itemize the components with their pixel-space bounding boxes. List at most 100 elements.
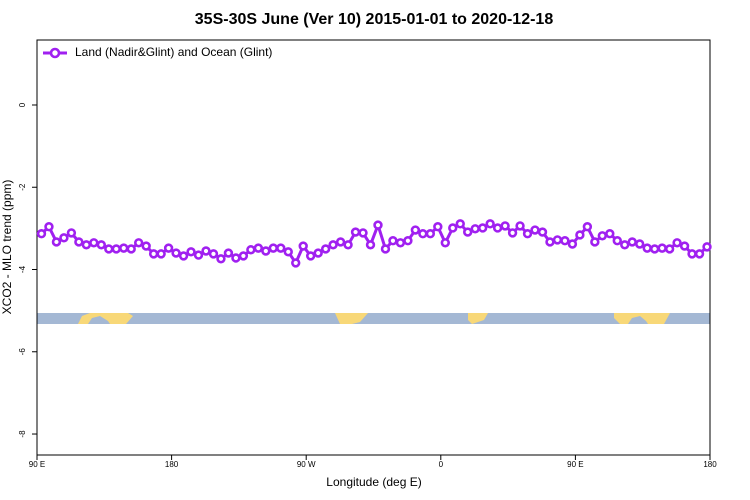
data-point: [425, 229, 436, 239]
data-point: [448, 223, 458, 233]
data-point: [620, 240, 630, 250]
data-point: [418, 229, 428, 239]
data-point: [216, 254, 226, 264]
data-point: [649, 244, 660, 254]
data-point: [635, 239, 645, 249]
data-point: [133, 238, 144, 248]
data-point: [276, 243, 286, 253]
data-point: [313, 248, 323, 258]
data-point: [500, 221, 510, 231]
y-tick-label: -2: [18, 183, 27, 191]
data-point: [485, 219, 495, 229]
data-point: [395, 238, 406, 248]
x-axis-label: Longitude (deg E): [326, 475, 421, 489]
data-point: [201, 246, 211, 256]
data-point: [605, 229, 615, 239]
chart-title: 35S-30S June (Ver 10) 2015-01-01 to 2020…: [195, 11, 554, 28]
data-point: [350, 227, 361, 237]
data-point: [545, 237, 555, 247]
data-point: [253, 243, 264, 253]
data-point: [89, 238, 99, 248]
data-point: [515, 221, 525, 231]
data-point: [492, 223, 503, 233]
data-point: [186, 247, 196, 257]
data-point: [171, 248, 181, 258]
data-point: [298, 241, 308, 251]
lake-shape: [88, 316, 110, 324]
data-point: [96, 240, 107, 250]
data-point: [455, 219, 465, 229]
x-tick-label: 90 E: [29, 460, 45, 469]
x-tick-label: 0: [439, 460, 444, 469]
data-point: [403, 236, 413, 246]
data-point: [627, 237, 637, 247]
data-point: [246, 245, 256, 255]
data-point: [657, 243, 667, 253]
data-point: [373, 220, 383, 230]
data-point: [59, 233, 69, 243]
data-point: [537, 227, 548, 237]
data-point: [81, 240, 92, 250]
map-strip: [37, 313, 710, 324]
data-point: [104, 244, 114, 254]
data-point: [343, 240, 353, 250]
data-point: [231, 253, 241, 263]
data-point: [44, 222, 54, 232]
x-tick-label: 90 E: [567, 460, 583, 469]
legend-label: Land (Nadir&Glint) and Ocean (Glint): [75, 45, 272, 59]
land-shape: [335, 313, 368, 324]
x-tick-label: 180: [165, 460, 179, 469]
data-point: [380, 244, 391, 254]
data-point: [679, 241, 690, 251]
legend-marker: [49, 47, 61, 59]
legend: Land (Nadir&Glint) and Ocean (Glint): [43, 45, 272, 59]
data-point: [291, 258, 301, 268]
data-point: [141, 241, 151, 251]
data-point: [664, 244, 675, 254]
y-tick-label: -4: [18, 265, 27, 273]
data-point: [36, 229, 47, 239]
data-point: [582, 222, 593, 232]
y-axis-label: XCO2 - MLO trend (ppm): [0, 180, 14, 315]
data-point: [208, 249, 219, 259]
data-point: [642, 243, 652, 253]
data-point: [156, 249, 166, 259]
x-tick-label: 180: [703, 460, 717, 469]
data-point: [178, 251, 189, 261]
data-point: [522, 229, 533, 239]
data-point: [126, 244, 136, 254]
data-point: [163, 243, 174, 253]
data-point: [193, 250, 204, 260]
data-point: [66, 228, 77, 238]
land-shape: [468, 313, 488, 324]
data-point: [335, 237, 346, 247]
data-point: [305, 251, 316, 261]
data-point: [672, 238, 682, 248]
data-point: [507, 228, 518, 238]
data-point: [328, 240, 338, 250]
data-point: [694, 249, 705, 259]
data-point: [433, 222, 443, 232]
data-point: [111, 244, 121, 254]
data-point: [388, 236, 398, 246]
data-point: [283, 247, 293, 257]
data-point: [687, 249, 697, 259]
data-point: [440, 238, 450, 248]
data-point: [567, 239, 578, 249]
data-point: [552, 235, 563, 245]
data-point: [470, 224, 480, 234]
data-point: [410, 225, 421, 235]
data-point: [365, 240, 376, 250]
y-tick-label: -6: [18, 348, 27, 356]
lake-shape: [628, 316, 648, 324]
x-tick-label: 90 W: [297, 460, 316, 469]
data-point: [320, 244, 331, 254]
data-point: [261, 246, 271, 256]
y-tick-label: -8: [18, 430, 27, 438]
data-point: [119, 243, 129, 253]
data-point: [560, 236, 570, 246]
data-point: [148, 249, 159, 259]
data-point: [702, 242, 712, 252]
y-tick-label: 0: [18, 102, 27, 107]
